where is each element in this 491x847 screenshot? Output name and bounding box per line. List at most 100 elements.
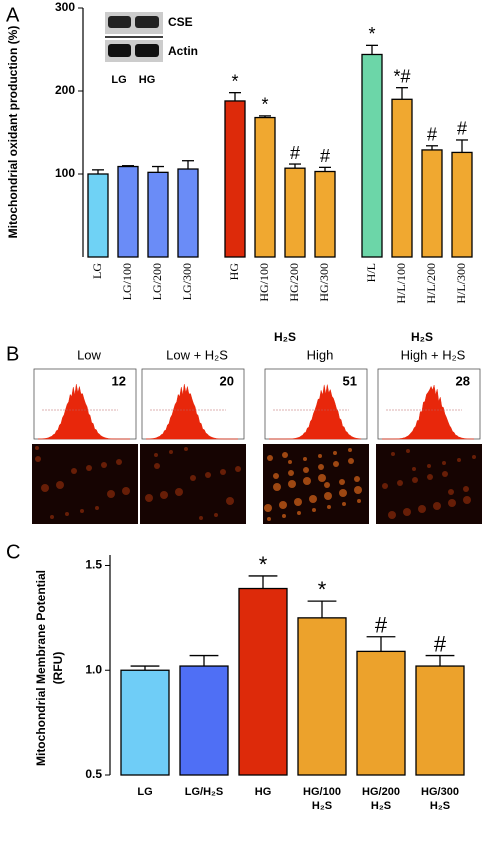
cell-spot xyxy=(442,461,446,465)
cell-spot xyxy=(448,489,454,495)
x-tick-label: H/L/300 xyxy=(454,263,468,304)
panel-letter: C xyxy=(6,541,20,563)
x-tick-label: LG xyxy=(90,263,104,279)
y-tick-label: 0.5 xyxy=(85,767,102,781)
y-axis-label: Mitochondrial oxidant production (%) xyxy=(6,26,20,239)
x-tick-label: LG xyxy=(137,786,152,798)
bar xyxy=(87,173,109,258)
micrograph xyxy=(263,444,369,524)
cell-spot xyxy=(80,509,84,513)
x-tick-label: HG/300 xyxy=(421,786,459,798)
x-tick-sublabel: H₂S xyxy=(371,800,391,812)
cell-spot xyxy=(288,470,294,476)
cell-spot xyxy=(333,451,337,455)
cell-spot xyxy=(342,502,346,506)
x-tick-label: H/L/200 xyxy=(424,263,438,304)
significance-mark: # xyxy=(375,613,388,638)
bar xyxy=(421,149,443,258)
cell-spot xyxy=(388,511,396,519)
cell-spot xyxy=(442,471,448,477)
cell-spot xyxy=(214,513,218,517)
cell-spot xyxy=(71,468,77,474)
cell-spot xyxy=(391,452,395,456)
cell-spot xyxy=(312,508,316,512)
bar xyxy=(120,669,170,776)
cell-spot xyxy=(348,448,352,452)
bar xyxy=(415,665,465,776)
cell-spot xyxy=(403,508,411,516)
cell-spot xyxy=(318,464,324,470)
cell-spot xyxy=(273,473,279,479)
bar xyxy=(117,165,139,258)
x-tick-label: HG/200 xyxy=(362,786,400,798)
cell-spot xyxy=(273,483,281,491)
cell-spot xyxy=(154,463,160,469)
bar xyxy=(451,151,473,258)
cell-spot xyxy=(406,449,410,453)
cell-spot xyxy=(95,506,99,510)
cell-spot xyxy=(463,486,469,492)
cell-spot xyxy=(190,475,196,481)
panel-title: Low xyxy=(77,347,101,362)
significance-mark: # xyxy=(434,631,447,656)
cell-spot xyxy=(448,499,456,507)
bar xyxy=(177,168,199,258)
bar xyxy=(314,170,336,258)
x-tick-sublabel: H₂S xyxy=(312,800,332,812)
cell-spot xyxy=(267,455,273,461)
x-tick-label: HG/100 xyxy=(303,786,341,798)
y-tick-label: 300 xyxy=(55,0,75,14)
cell-spot xyxy=(184,447,188,451)
panel-title: High + H₂S xyxy=(401,347,466,362)
x-tick-label: HG xyxy=(255,786,272,798)
group-label: H₂S xyxy=(411,330,433,344)
panel-title: High xyxy=(307,347,334,362)
x-tick-label: HG/200 xyxy=(287,263,301,302)
cell-spot xyxy=(309,495,317,503)
blot-lane: HG xyxy=(139,74,156,86)
cell-spot xyxy=(433,502,441,510)
cell-spot xyxy=(339,479,345,485)
cell-spot xyxy=(412,477,418,483)
panel-letter: B xyxy=(6,343,19,365)
bar xyxy=(179,665,229,776)
blot-label: CSE xyxy=(168,15,193,29)
x-tick-label: H/L xyxy=(364,263,378,282)
cell-spot xyxy=(56,481,64,489)
cell-spot xyxy=(427,464,431,468)
cell-spot xyxy=(397,480,403,486)
cell-spot xyxy=(288,480,296,488)
histogram xyxy=(37,384,130,440)
cell-spot xyxy=(282,452,288,458)
cell-spot xyxy=(318,474,326,482)
cell-spot xyxy=(324,492,332,500)
significance-mark: # xyxy=(457,119,467,139)
y-tick-label: 200 xyxy=(55,83,75,97)
cell-spot xyxy=(297,511,301,515)
percent-value: 20 xyxy=(220,373,234,388)
blot-band xyxy=(135,16,159,28)
significance-mark: * xyxy=(231,71,238,91)
significance-mark: *# xyxy=(393,66,410,86)
cell-spot xyxy=(116,459,122,465)
x-tick-label: HG/100 xyxy=(257,263,271,302)
x-tick-label: LG/200 xyxy=(150,263,164,300)
micrograph xyxy=(376,444,482,524)
cell-spot xyxy=(303,477,311,485)
bar xyxy=(356,650,406,776)
y-tick-label: 100 xyxy=(55,166,75,180)
x-tick-label: LG/300 xyxy=(180,263,194,300)
group-label: H₂S xyxy=(274,330,296,344)
micrograph xyxy=(140,444,246,524)
significance-mark: # xyxy=(320,146,330,166)
histogram xyxy=(269,384,362,440)
blot-lane: LG xyxy=(111,74,126,86)
cell-spot xyxy=(418,505,426,513)
percent-value: 28 xyxy=(456,373,470,388)
cell-spot xyxy=(279,501,287,509)
panel-letter: A xyxy=(6,4,20,26)
cell-spot xyxy=(107,490,115,498)
cell-spot xyxy=(324,482,330,488)
significance-mark: * xyxy=(259,552,268,577)
